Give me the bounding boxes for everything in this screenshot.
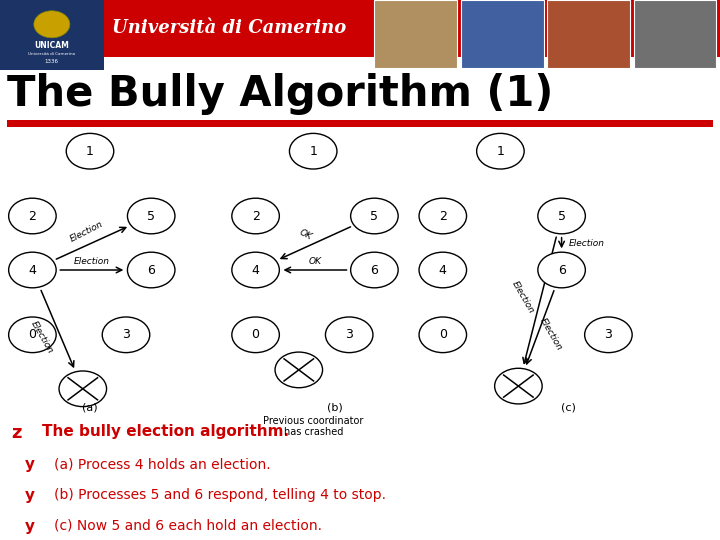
Circle shape <box>59 371 107 407</box>
Circle shape <box>419 198 467 234</box>
Circle shape <box>289 133 337 169</box>
Text: Election: Election <box>68 219 104 244</box>
Text: y: y <box>25 457 35 472</box>
Text: Election: Election <box>29 320 55 355</box>
Text: 0: 0 <box>251 328 260 341</box>
Text: (a) Process 4 holds an election.: (a) Process 4 holds an election. <box>54 457 271 471</box>
Bar <box>547 0 630 68</box>
Text: (c) Now 5 and 6 each hold an election.: (c) Now 5 and 6 each hold an election. <box>54 519 322 533</box>
Circle shape <box>9 252 56 288</box>
Text: Election: Election <box>74 258 110 266</box>
Text: 4: 4 <box>252 264 259 276</box>
Circle shape <box>66 133 114 169</box>
Bar <box>7 120 713 127</box>
Circle shape <box>419 252 467 288</box>
Circle shape <box>232 252 279 288</box>
Text: Previous coordinator
has crashed: Previous coordinator has crashed <box>263 416 364 437</box>
Text: y: y <box>25 519 35 534</box>
Circle shape <box>585 317 632 353</box>
Circle shape <box>232 317 279 353</box>
Text: UNICAM: UNICAM <box>35 42 69 50</box>
Text: 4: 4 <box>439 264 446 276</box>
Circle shape <box>275 352 323 388</box>
Text: 2: 2 <box>29 210 36 222</box>
Text: 6: 6 <box>558 264 565 276</box>
Text: The bully election algorithm.: The bully election algorithm. <box>42 424 289 439</box>
Text: Election: Election <box>569 239 605 247</box>
Text: 1: 1 <box>497 145 504 158</box>
Circle shape <box>9 317 56 353</box>
Text: The Bully Algorithm (1): The Bully Algorithm (1) <box>7 73 554 115</box>
Circle shape <box>477 133 524 169</box>
Text: 4: 4 <box>29 264 36 276</box>
Text: 6: 6 <box>148 264 155 276</box>
Text: 3: 3 <box>605 328 612 341</box>
Text: 1: 1 <box>86 145 94 158</box>
Text: (a): (a) <box>82 403 98 413</box>
Text: OK: OK <box>309 258 322 266</box>
Circle shape <box>538 198 585 234</box>
Bar <box>461 0 544 68</box>
Bar <box>634 0 716 68</box>
Text: Election: Election <box>538 317 564 353</box>
Text: 1: 1 <box>310 145 317 158</box>
Text: Università di Camerino: Università di Camerino <box>28 52 76 56</box>
Bar <box>0 0 104 70</box>
Circle shape <box>232 198 279 234</box>
Circle shape <box>538 252 585 288</box>
Text: (b) Processes 5 and 6 respond, telling 4 to stop.: (b) Processes 5 and 6 respond, telling 4… <box>54 488 386 502</box>
Circle shape <box>127 198 175 234</box>
Text: 2: 2 <box>252 210 259 222</box>
Circle shape <box>34 11 70 38</box>
Text: 5: 5 <box>557 210 566 222</box>
Text: OK: OK <box>298 228 314 242</box>
Text: Università di Camerino: Università di Camerino <box>112 19 346 37</box>
Bar <box>104 0 720 57</box>
Text: Election: Election <box>510 279 536 315</box>
Text: 2: 2 <box>439 210 446 222</box>
Text: (c): (c) <box>562 403 576 413</box>
Text: z: z <box>11 424 22 442</box>
Circle shape <box>351 198 398 234</box>
Text: 3: 3 <box>346 328 353 341</box>
Text: 5: 5 <box>370 210 379 222</box>
Circle shape <box>495 368 542 404</box>
Circle shape <box>9 198 56 234</box>
Text: 6: 6 <box>371 264 378 276</box>
Circle shape <box>351 252 398 288</box>
Circle shape <box>325 317 373 353</box>
Circle shape <box>102 317 150 353</box>
Text: 1336: 1336 <box>45 59 59 64</box>
Circle shape <box>419 317 467 353</box>
Text: 0: 0 <box>438 328 447 341</box>
Text: 3: 3 <box>122 328 130 341</box>
Bar <box>374 0 457 68</box>
Circle shape <box>127 252 175 288</box>
Text: y: y <box>25 488 35 503</box>
Text: 0: 0 <box>28 328 37 341</box>
Text: 5: 5 <box>147 210 156 222</box>
Text: (b): (b) <box>327 403 343 413</box>
